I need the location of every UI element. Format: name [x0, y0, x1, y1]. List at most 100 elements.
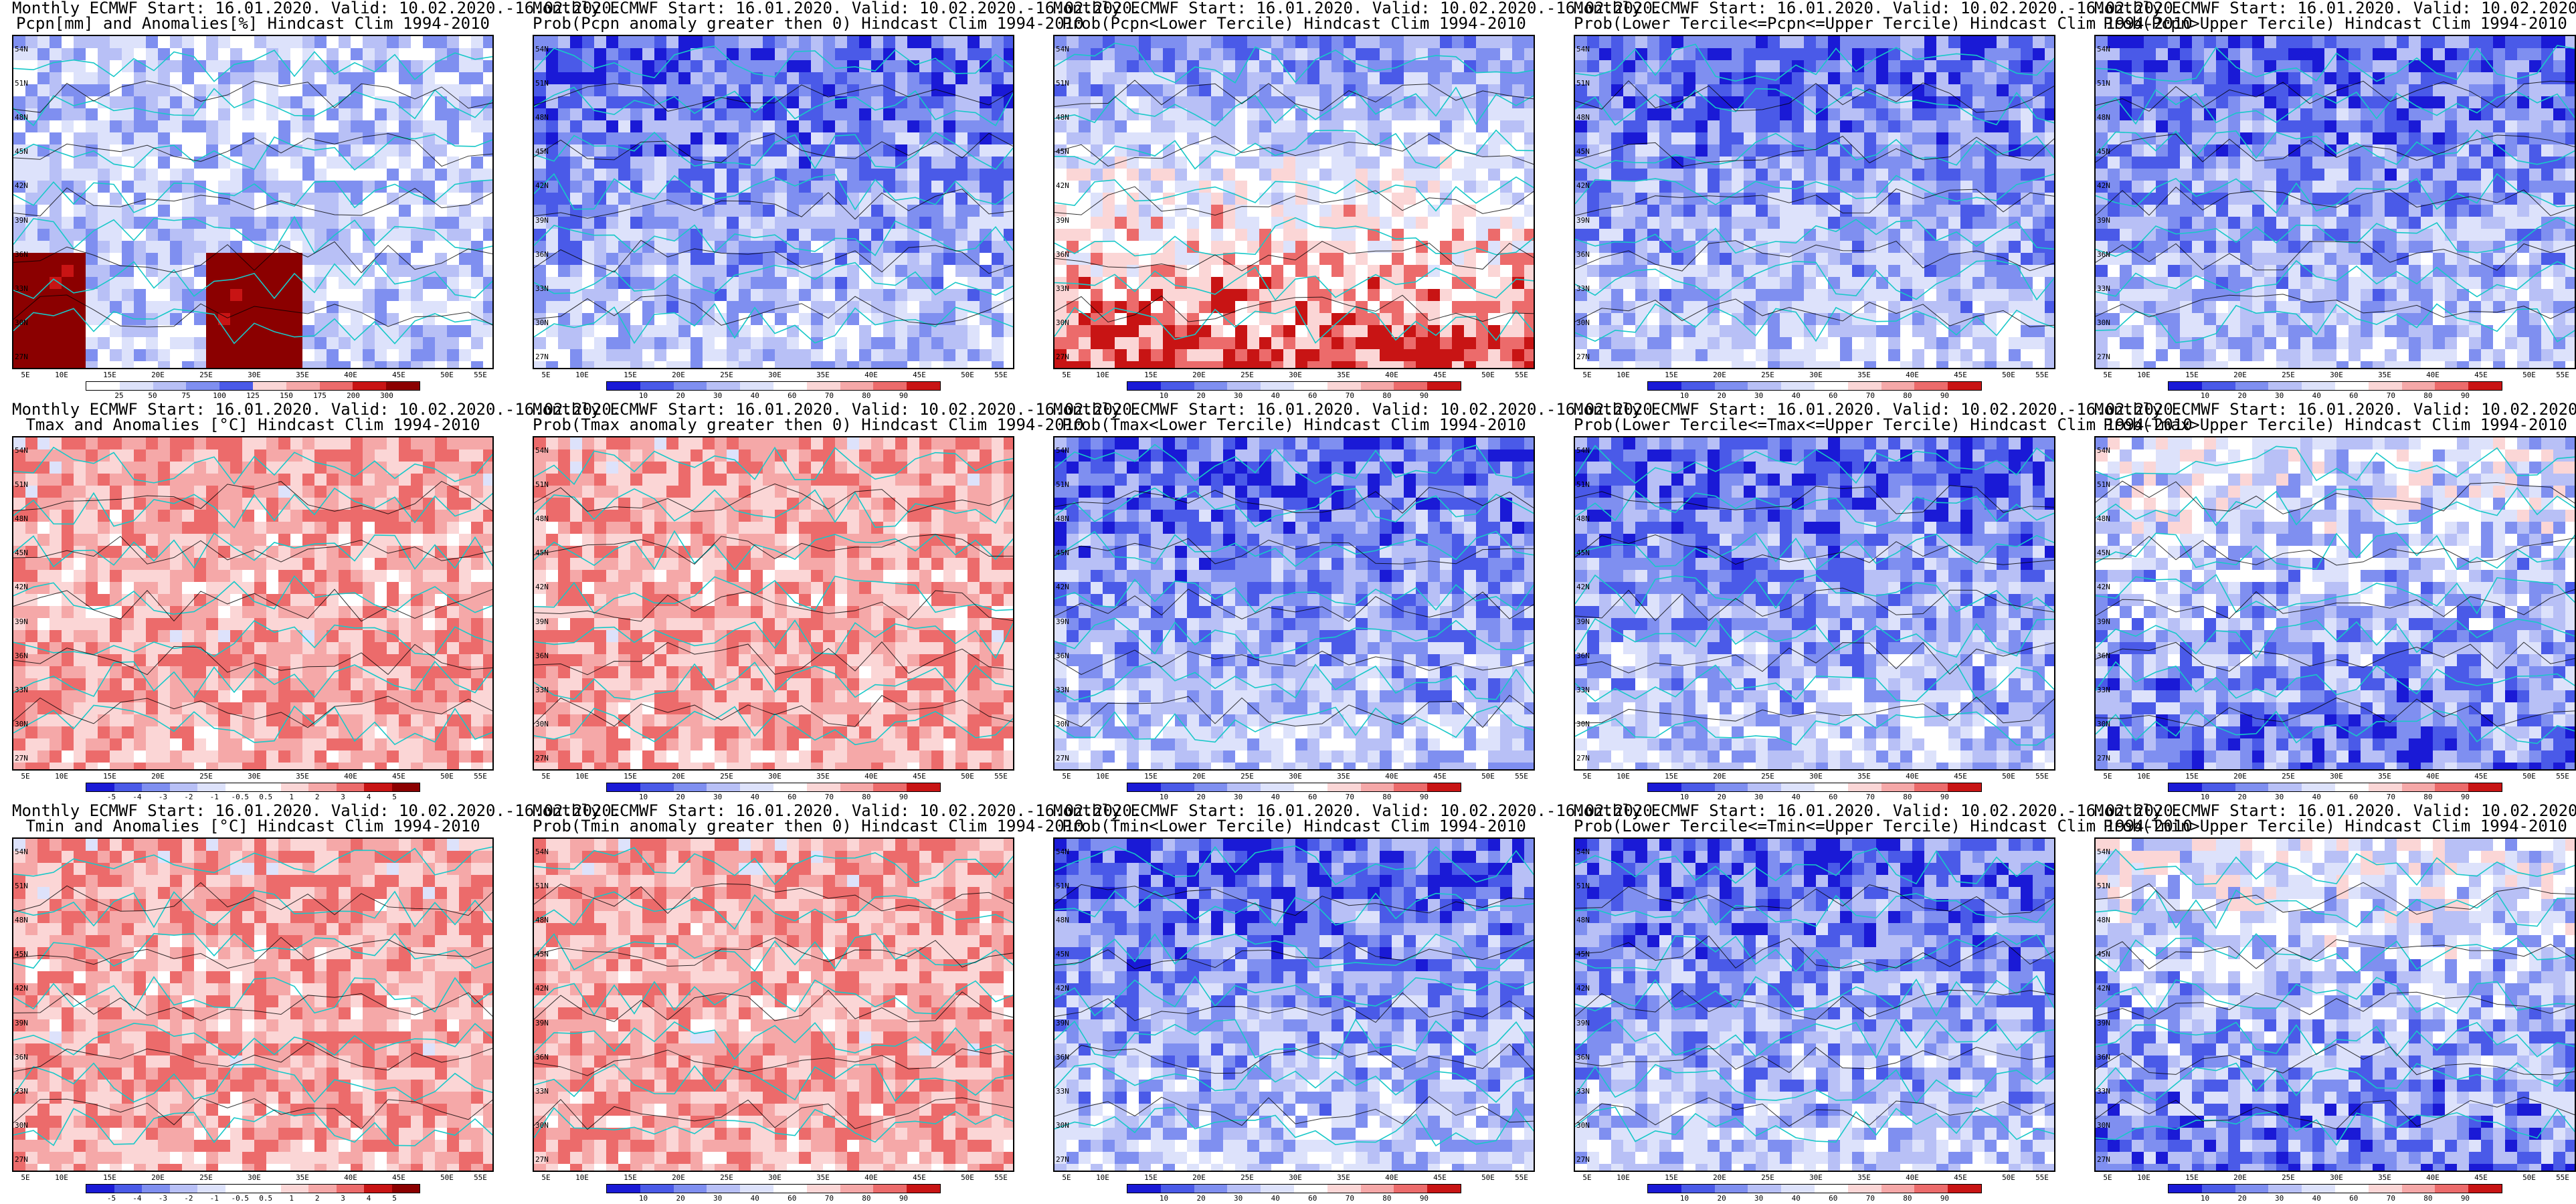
- colorbar-label: 30: [713, 1194, 723, 1203]
- lat-tick-label: 36N: [15, 249, 28, 259]
- colorbar-swatch: [1648, 382, 1681, 390]
- colorbar-swatch: [2268, 1185, 2302, 1193]
- lon-tick-label: 55E: [474, 772, 487, 781]
- colorbar-label: 30: [2275, 1194, 2284, 1203]
- colorbar-label: 70: [1345, 391, 1354, 400]
- lon-tick-label: 10E: [55, 772, 68, 781]
- lon-tick-label: 40E: [864, 371, 878, 379]
- lon-tick-label: 10E: [1617, 1173, 1630, 1182]
- lat-tick-label: 30N: [535, 719, 549, 728]
- colorbar-swatch: [806, 783, 840, 791]
- lon-tick-label: 55E: [2035, 1173, 2049, 1182]
- map-field: [1054, 36, 1534, 368]
- colorbar-swatch: [186, 382, 220, 390]
- colorbar-label: 60: [2349, 391, 2359, 400]
- colorbar-swatch: [673, 783, 707, 791]
- lat-tick-label: 30N: [15, 318, 28, 327]
- panel-title-line1: Monthly ECMWF Start: 16.01.2020. Valid: …: [2094, 801, 2576, 820]
- colorbar-swatch: [640, 382, 674, 390]
- lon-tick-label: 10E: [55, 371, 68, 379]
- lon-tick-label: 40E: [2426, 1173, 2440, 1182]
- lon-tick-label: 40E: [864, 772, 878, 781]
- colorbar-swatch: [640, 783, 674, 791]
- lat-tick-label: 27N: [1056, 1155, 1069, 1164]
- lon-tick-label: 20E: [151, 1173, 165, 1182]
- lat-tick-label: 48N: [1056, 916, 1069, 925]
- lon-tick-label: 50E: [961, 1173, 974, 1182]
- lat-tick-label: 33N: [15, 284, 28, 293]
- colorbar-swatch: [225, 1185, 253, 1193]
- colorbar-swatch: [1194, 382, 1228, 390]
- lon-tick-label: 5E: [541, 772, 551, 781]
- colorbar-label: 30: [1234, 391, 1243, 400]
- colorbar-label: -4: [132, 793, 142, 801]
- lon-tick-label: 50E: [2522, 1173, 2536, 1182]
- lon-tick-label: 20E: [1192, 371, 1206, 379]
- map-plot-area: [533, 35, 1014, 369]
- lat-tick-label: 42N: [1056, 181, 1069, 191]
- colorbar-swatch: [252, 382, 286, 390]
- colorbar-swatch: [1160, 382, 1194, 390]
- lat-tick-label: 54N: [2097, 45, 2110, 54]
- lon-tick-label: 30E: [248, 371, 261, 379]
- lat-tick-label: 54N: [15, 847, 28, 856]
- lat-tick-label: 36N: [15, 1052, 28, 1062]
- colorbar-swatch: [1394, 1185, 1428, 1193]
- colorbar-label: 90: [2460, 793, 2470, 801]
- colorbar-label: 60: [788, 793, 797, 801]
- colorbar-label: 20: [1196, 1194, 1206, 1203]
- lon-tick-label: 5E: [1062, 772, 1071, 781]
- colorbar-swatch: [707, 1185, 741, 1193]
- map-field: [1575, 839, 2054, 1171]
- colorbar-swatch: [1847, 783, 1881, 791]
- colorbar-swatch: [707, 783, 741, 791]
- map-plot-area: [533, 436, 1014, 771]
- lat-tick-label: 48N: [535, 113, 549, 122]
- colorbar-label: 70: [2386, 391, 2395, 400]
- colorbar-swatch: [1360, 783, 1394, 791]
- lon-tick-label: 20E: [1713, 772, 1726, 781]
- colorbar-swatch: [1261, 783, 1294, 791]
- colorbar-label: 50: [148, 391, 157, 400]
- colorbar: [606, 381, 941, 391]
- colorbar-swatch: [1648, 783, 1681, 791]
- colorbar-swatch: [2169, 783, 2202, 791]
- colorbar-swatch: [2468, 1185, 2502, 1193]
- colorbar-swatch: [2302, 783, 2335, 791]
- colorbar-label: -5: [106, 793, 116, 801]
- map-panel: Monthly ECMWF Start: 16.01.2020. Valid: …: [12, 0, 621, 401]
- lat-tick-label: 33N: [1576, 685, 1590, 694]
- lat-tick-label: 54N: [1056, 847, 1069, 856]
- colorbar-swatch: [1881, 783, 1915, 791]
- panel-title-line2: Prob(Tmin>Upper Tercile) Hindcast Clim 1…: [2103, 817, 2567, 835]
- lon-tick-label: 15E: [1665, 371, 1678, 379]
- colorbar-label: 80: [1382, 793, 1392, 801]
- panel-title-line2: Prob(Pcpn anomaly greater then 0) Hindca…: [533, 14, 1084, 33]
- colorbar-label: 20: [676, 793, 685, 801]
- map-panel: Monthly ECMWF Start: 16.01.2020. Valid: …: [533, 401, 1141, 803]
- lat-tick-label: 42N: [2097, 181, 2110, 191]
- colorbar-swatch: [2201, 783, 2235, 791]
- lat-tick-label: 54N: [1576, 847, 1590, 856]
- lon-tick-label: 25E: [1240, 772, 1254, 781]
- lon-tick-label: 40E: [1385, 772, 1398, 781]
- map-field: [2096, 839, 2575, 1171]
- colorbar-swatch: [1948, 382, 1981, 390]
- lon-tick-label: 45E: [1433, 1173, 1447, 1182]
- colorbar-label: 60: [1829, 1194, 1838, 1203]
- colorbar-swatch: [2201, 1185, 2235, 1193]
- lon-tick-label: 30E: [1289, 371, 1302, 379]
- lat-tick-label: 42N: [1056, 583, 1069, 592]
- lat-tick-label: 30N: [2097, 318, 2110, 327]
- lat-tick-label: 48N: [2097, 916, 2110, 925]
- lat-tick-label: 48N: [2097, 514, 2110, 524]
- lon-tick-label: 35E: [296, 1173, 309, 1182]
- colorbar-swatch: [1293, 1185, 1327, 1193]
- lon-tick-label: 25E: [199, 772, 213, 781]
- colorbar-swatch: [873, 1185, 907, 1193]
- colorbar-swatch: [86, 1185, 114, 1193]
- colorbar-swatch: [1948, 1185, 1981, 1193]
- colorbar-swatch: [2435, 783, 2469, 791]
- lon-tick-label: 35E: [296, 772, 309, 781]
- lon-tick-label: 25E: [2282, 371, 2295, 379]
